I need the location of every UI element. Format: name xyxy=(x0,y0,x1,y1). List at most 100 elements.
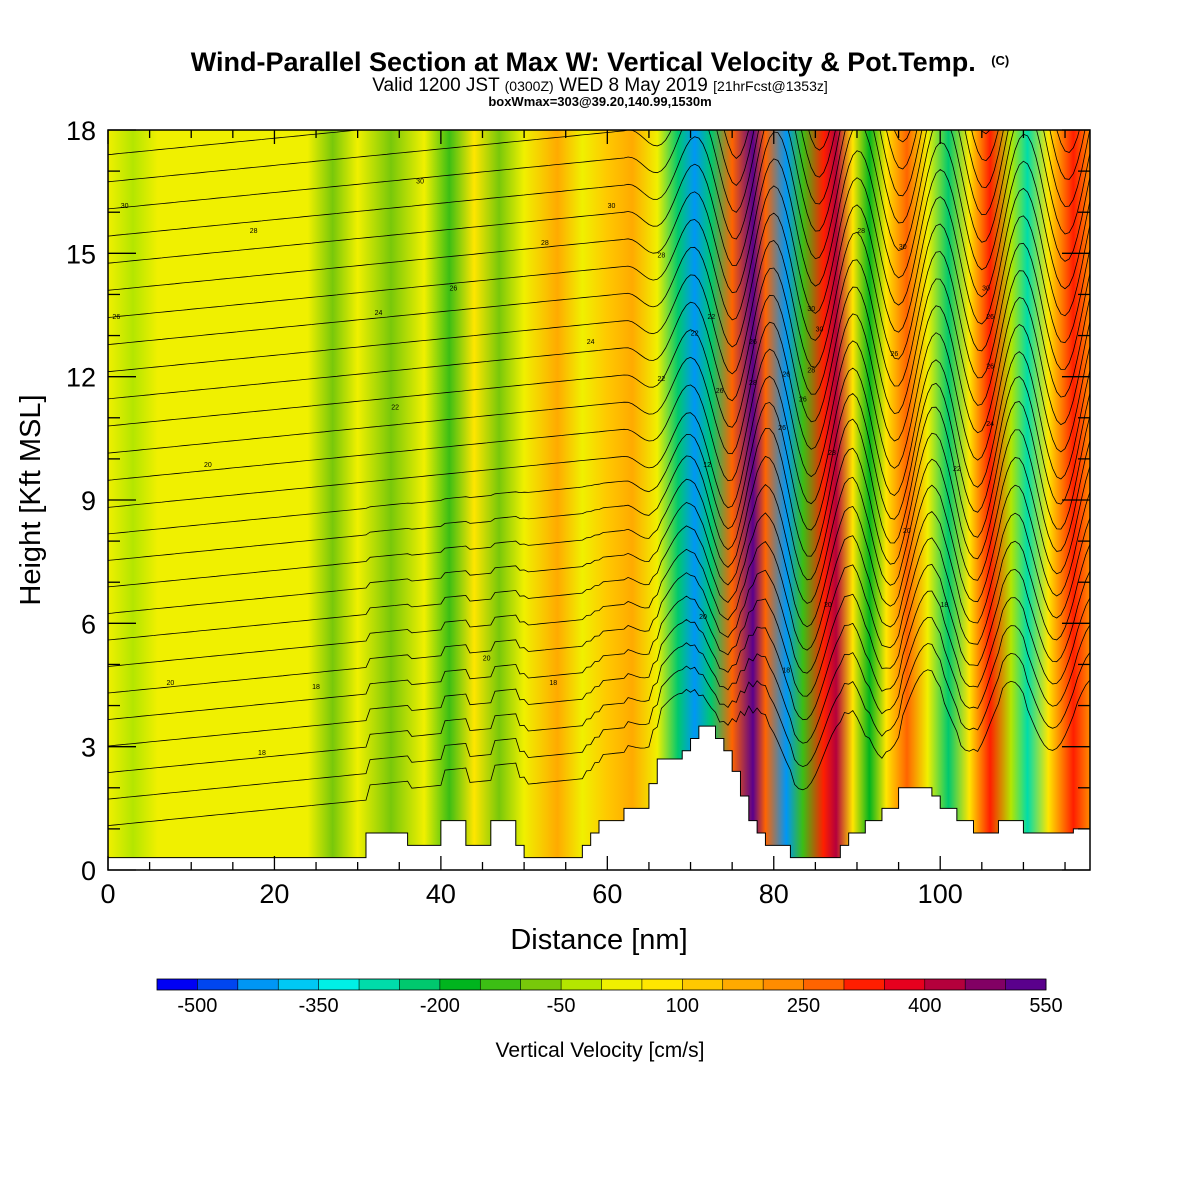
x-tick-label: 60 xyxy=(592,879,622,909)
theta-contour-16 xyxy=(108,242,1090,402)
theta-contour-6 xyxy=(108,510,1090,667)
colorbar-tick-label: -350 xyxy=(299,995,339,1017)
theta-label-23: 26 xyxy=(799,396,807,403)
x-tick-label: 20 xyxy=(259,879,289,909)
axis-ticks xyxy=(107,129,1090,871)
theta-label-20: 30 xyxy=(807,306,815,313)
theta-contour-9 xyxy=(108,429,1090,588)
theta-contour-22 xyxy=(108,130,1090,240)
colorbar-swatch xyxy=(763,979,805,990)
colorbar-swatch xyxy=(359,979,400,990)
colorbar-tick-labels: -500 -350 -200 -50 100 250 400 550 xyxy=(177,995,1062,1017)
theta-label-12: 20 xyxy=(204,462,212,469)
theta-contour-2 xyxy=(108,616,1090,773)
theta-label-35: 18 xyxy=(940,602,948,609)
terrain xyxy=(108,725,1090,870)
theta-contour-25 xyxy=(108,130,991,159)
theta-label-14: 22 xyxy=(707,314,715,321)
theta-label-11: 22 xyxy=(658,376,666,383)
theta-label-24: 26 xyxy=(778,425,786,432)
colorbar-tick-label: 250 xyxy=(787,995,820,1017)
theta-label-34: 20 xyxy=(903,528,911,535)
theta-contour-17 xyxy=(108,215,1090,375)
x-tick-label: 40 xyxy=(426,879,456,909)
theta-contour-3 xyxy=(108,590,1090,747)
colorbar-swatch xyxy=(641,979,683,990)
chart-subtitle: Valid 1200 JST (0300Z) WED 8 May 2019 [2… xyxy=(372,75,828,96)
colorbar-swatch xyxy=(1005,979,1047,990)
theta-label-16: 12 xyxy=(703,462,711,469)
theta-label-13: 22 xyxy=(691,331,699,338)
theta-label-8: 26 xyxy=(112,314,120,321)
theta-label-25: 28 xyxy=(828,450,836,457)
colorbar-swatch xyxy=(318,979,360,990)
colorbar-swatch xyxy=(924,979,966,990)
theta-contour-8 xyxy=(108,457,1090,614)
x-axis-label: Distance [nm] xyxy=(510,924,687,956)
colorbar-swatch xyxy=(722,979,764,990)
theta-contour-14 xyxy=(108,297,1090,455)
theta-label-38: 18 xyxy=(782,668,790,675)
theta-label-22: 28 xyxy=(807,368,815,375)
theta-contour-0 xyxy=(108,669,1090,826)
theta-label-28: 26 xyxy=(891,351,899,358)
colorbar-swatch xyxy=(439,979,481,990)
theta-contour-13 xyxy=(108,324,1090,482)
theta-label-17: 26 xyxy=(749,339,757,346)
colorbar-swatch xyxy=(965,979,1007,990)
theta-contour-24 xyxy=(108,130,1080,186)
theta-label-5: 28 xyxy=(658,252,666,259)
theta-label-15: 26 xyxy=(716,388,724,395)
theta-label-3: 30 xyxy=(608,203,616,210)
theta-label-41: 20 xyxy=(167,680,175,687)
theta-label-21: 30 xyxy=(816,326,824,333)
y-tick-label: 9 xyxy=(81,486,96,516)
theta-label-43: 18 xyxy=(258,750,266,757)
theta-label-19: 26 xyxy=(782,372,790,379)
theta-contour-23 xyxy=(108,130,1086,213)
theta-label-27: 30 xyxy=(899,244,907,251)
colorbar-swatch xyxy=(399,979,441,990)
colorbar-tick-label: -500 xyxy=(177,995,217,1017)
y-tick-labels: 0 3 6 9 12 15 18 xyxy=(66,116,96,886)
colorbar-tick-label: 100 xyxy=(666,995,699,1017)
y-tick-label: 15 xyxy=(66,239,96,269)
theta-contour-11 xyxy=(108,376,1090,535)
theta-label-0: 30 xyxy=(121,203,129,210)
theta-label-26: 28 xyxy=(857,228,865,235)
theta-label-30: 26 xyxy=(986,314,994,321)
theta-label-42: 18 xyxy=(312,684,320,691)
colorbar-tick-label: 550 xyxy=(1029,995,1062,1017)
x-tick-label: 100 xyxy=(918,879,963,909)
colorbar-swatch xyxy=(843,979,885,990)
x-tick-label: 80 xyxy=(759,879,789,909)
theta-label-32: 24 xyxy=(986,421,994,428)
theta-label-31: 26 xyxy=(986,363,994,370)
theta-label-4: 28 xyxy=(541,240,549,247)
colorbar xyxy=(156,978,1047,991)
colorbar-swatch xyxy=(480,979,522,990)
theta-label-33: 22 xyxy=(953,466,961,473)
theta-label-36: 20 xyxy=(824,602,832,609)
theta-label-6: 26 xyxy=(449,285,457,292)
colorbar-swatch xyxy=(803,979,845,990)
y-tick-label: 0 xyxy=(81,856,96,886)
theta-label-29: 30 xyxy=(982,285,990,292)
y-tick-label: 3 xyxy=(81,733,96,763)
y-axis-label: Height [Kft MSL] xyxy=(15,394,47,605)
theta-contour-5 xyxy=(108,537,1090,694)
theta-contour-10 xyxy=(108,401,1090,561)
colorbar-swatch xyxy=(561,979,602,990)
theta-label-2: 30 xyxy=(416,178,424,185)
theta-label-7: 24 xyxy=(375,310,383,317)
theta-contour-7 xyxy=(108,484,1090,641)
colorbar-swatch xyxy=(278,979,320,990)
colorbar-swatch xyxy=(157,979,198,990)
theta-contour-19 xyxy=(108,160,1090,321)
theta-label-18: 28 xyxy=(749,380,757,387)
colorbar-tick-label: -50 xyxy=(547,995,576,1017)
theta-contour-12 xyxy=(108,351,1090,509)
theta-contour-15 xyxy=(108,270,1090,428)
x-tick-labels: 0 20 40 60 80 100 xyxy=(100,879,962,909)
